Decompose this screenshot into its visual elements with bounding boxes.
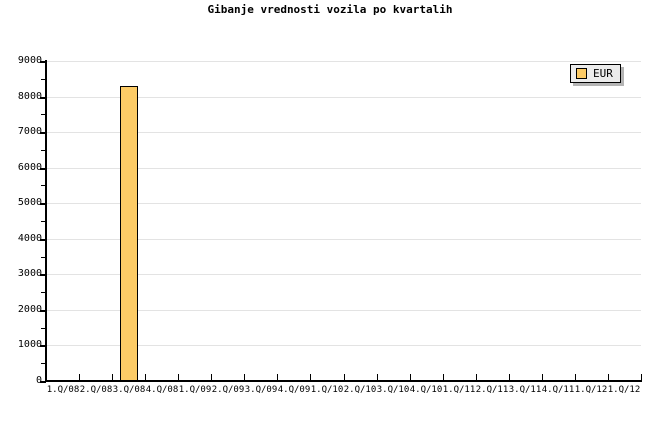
x-axis-tick-label: 2.Q/08 xyxy=(79,385,113,395)
y-axis-tick-major xyxy=(40,203,46,205)
x-axis-tick-label: 1.Q/12 xyxy=(574,385,608,395)
y-axis-tick-minor xyxy=(41,363,46,364)
y-axis-tick-label: 7000 xyxy=(17,126,42,137)
gridline xyxy=(46,310,641,311)
x-axis-tick-label: 3.Q/08 xyxy=(112,385,146,395)
y-axis-tick-label: 3000 xyxy=(17,268,42,279)
x-axis-tick-label: 1.Q/12 xyxy=(607,385,641,395)
gridline xyxy=(46,203,641,204)
legend-label: EUR xyxy=(593,67,613,80)
x-axis-tick-label: 2.Q/10 xyxy=(343,385,377,395)
y-axis-tick-label: 2000 xyxy=(17,304,42,315)
gridline xyxy=(46,239,641,240)
gridline xyxy=(46,274,641,275)
y-axis-tick-major xyxy=(40,274,46,276)
x-axis-tick-label: 4.Q/08 xyxy=(145,385,179,395)
x-axis-tick xyxy=(542,374,543,381)
y-axis-tick-label: 0 xyxy=(35,375,42,386)
x-axis-tick-label: 4.Q/09 xyxy=(277,385,311,395)
x-axis-tick xyxy=(211,374,212,381)
y-axis-tick-major xyxy=(40,310,46,312)
y-axis-tick-major xyxy=(40,97,46,99)
y-axis-tick-minor xyxy=(41,292,46,293)
x-axis-tick xyxy=(410,374,411,381)
y-axis-tick-label: 4000 xyxy=(17,233,42,244)
x-axis-tick xyxy=(145,374,146,381)
x-axis-tick-label: 4.Q/10 xyxy=(409,385,443,395)
x-axis-tick xyxy=(575,374,576,381)
x-axis-tick-label: 2.Q/09 xyxy=(211,385,245,395)
x-axis-tick-label: 1.Q/10 xyxy=(310,385,344,395)
x-axis-tick-label: 3.Q/11 xyxy=(508,385,542,395)
x-axis-tick xyxy=(79,374,80,381)
legend[interactable]: EUR xyxy=(570,64,621,83)
x-axis-tick-label: 1.Q/08 xyxy=(46,385,80,395)
y-axis-tick-minor xyxy=(41,114,46,115)
x-axis-tick-label: 1.Q/11 xyxy=(442,385,476,395)
bar-series-eur xyxy=(46,61,641,381)
y-axis-tick-minor xyxy=(41,79,46,80)
x-axis-tick xyxy=(608,374,609,381)
gridline xyxy=(46,97,641,98)
gridline xyxy=(46,345,641,346)
plot-area xyxy=(46,61,641,381)
x-axis-tick-label: 2.Q/11 xyxy=(475,385,509,395)
x-axis-tick xyxy=(310,374,311,381)
y-axis-tick-major xyxy=(40,239,46,241)
y-axis-tick-minor xyxy=(41,328,46,329)
y-axis-tick-major xyxy=(40,381,46,383)
y-axis-tick-minor xyxy=(41,257,46,258)
x-axis-tick xyxy=(46,374,47,381)
y-axis-tick-minor xyxy=(41,221,46,222)
legend-swatch-icon xyxy=(576,68,587,79)
y-axis-tick-label: 6000 xyxy=(17,162,42,173)
x-axis-tick-label: 1.Q/09 xyxy=(178,385,212,395)
x-axis-tick-label: 3.Q/09 xyxy=(244,385,278,395)
y-axis-tick-major xyxy=(40,345,46,347)
y-axis-tick-label: 9000 xyxy=(17,55,42,66)
x-axis-tick xyxy=(178,374,179,381)
x-axis-tick-label: 4.Q/11 xyxy=(541,385,575,395)
chart-title: Gibanje vrednosti vozila po kvartalih xyxy=(207,3,453,16)
y-axis-tick-label: 5000 xyxy=(17,197,42,208)
x-axis-tick xyxy=(244,374,245,381)
y-axis-tick-major xyxy=(40,168,46,170)
x-axis-tick xyxy=(509,374,510,381)
y-axis-tick-minor xyxy=(41,185,46,186)
x-axis-tick xyxy=(443,374,444,381)
x-axis-tick xyxy=(641,374,642,381)
gridline xyxy=(46,132,641,133)
bar[interactable] xyxy=(120,86,138,381)
x-axis-tick-label: 3.Q/10 xyxy=(376,385,410,395)
y-axis-tick-label: 1000 xyxy=(17,339,42,350)
x-axis-tick xyxy=(476,374,477,381)
x-axis-tick xyxy=(112,374,113,381)
y-axis-tick-label: 8000 xyxy=(17,91,42,102)
y-axis-tick-major xyxy=(40,132,46,134)
x-axis-tick xyxy=(377,374,378,381)
y-axis-labels: 0 1000 2000 3000 4000 5000 6000 7000 8000 9000 xyxy=(0,0,42,440)
y-axis-tick-major xyxy=(40,61,46,63)
y-axis-line xyxy=(45,60,47,382)
x-axis-tick xyxy=(344,374,345,381)
gridline xyxy=(46,61,641,62)
y-axis-tick-minor xyxy=(41,150,46,151)
gridline xyxy=(46,168,641,169)
x-axis-line xyxy=(45,380,642,382)
x-axis-tick xyxy=(277,374,278,381)
